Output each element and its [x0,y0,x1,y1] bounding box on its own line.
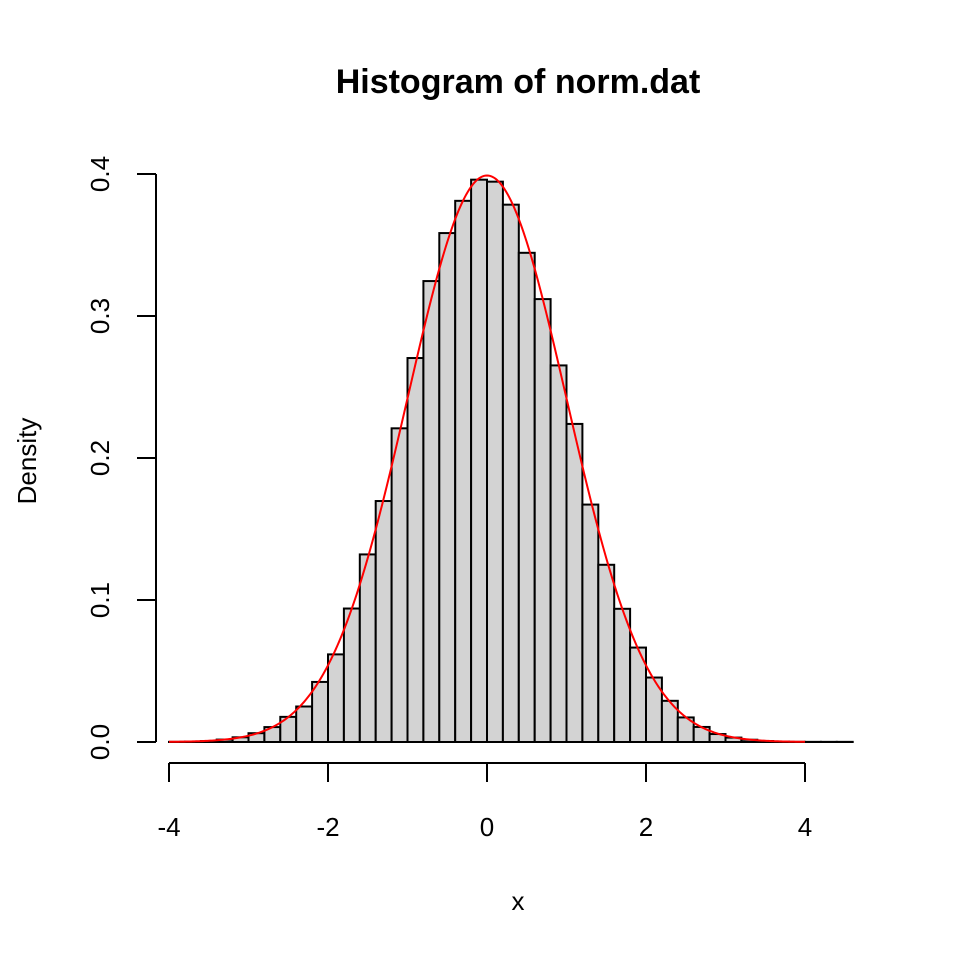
y-axis: 0.0 0.1 0.2 0.3 0.4 [85,156,157,760]
histogram-bar [565,422,584,743]
x-axis: -4 -2 0 2 4 [157,762,812,842]
histogram-bar [470,178,489,743]
histogram-bar [406,357,425,743]
y-tick-label: 0.1 [85,582,115,618]
y-tick-label: 0.4 [85,156,115,192]
histogram-bar [533,298,552,743]
histogram-bar [311,680,330,744]
histogram-bar [390,427,409,743]
y-tick-label: 0.3 [85,298,115,334]
histogram-bar [597,563,616,743]
histogram-bar [438,232,457,744]
histogram-bar [613,607,632,744]
histogram-bar [501,203,520,743]
histogram-bar [581,503,600,743]
histogram-bar [517,251,536,743]
x-tick-label: 0 [480,812,494,842]
histogram-bar [374,500,393,743]
histogram-bar [295,705,314,743]
histogram-bar [327,653,345,743]
x-tick-label: -4 [157,812,180,842]
normal-density-curve [168,174,806,743]
y-axis-label: Density [12,418,42,505]
x-tick-label: 2 [639,812,653,842]
chart-title: Histogram of norm.dat [336,63,701,101]
histogram-bar [342,607,361,744]
x-tick-label: 4 [798,812,812,842]
histogram-bar [422,280,441,743]
histogram-bar [549,364,568,743]
histogram-bar [454,199,473,743]
y-tick-label: 0.2 [85,440,115,476]
y-tick-label: 0.0 [85,724,115,760]
x-axis-label: x [512,886,525,916]
histogram-bar [358,553,377,744]
histogram-bars [168,178,854,744]
x-tick-label: -2 [316,812,339,842]
histogram-bar [486,180,504,743]
